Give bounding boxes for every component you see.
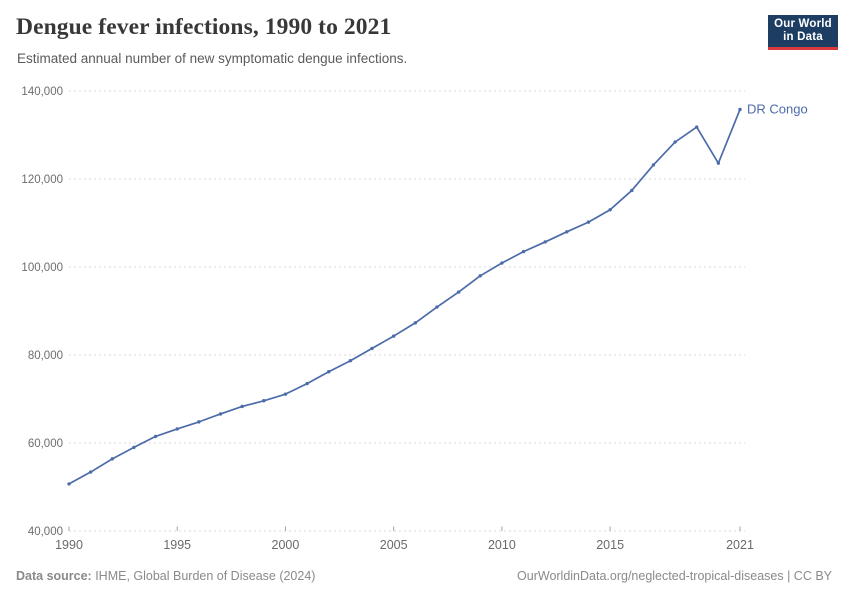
y-tick-label: 40,000 bbox=[28, 526, 63, 538]
data-point-marker[interactable] bbox=[153, 434, 158, 439]
data-point-marker[interactable] bbox=[132, 445, 136, 450]
data-point-marker[interactable] bbox=[197, 420, 201, 424]
data-point-marker[interactable] bbox=[608, 208, 612, 212]
x-tick-label: 1990 bbox=[55, 538, 83, 552]
owid-logo[interactable]: Our World in Data bbox=[768, 15, 838, 50]
data-point-marker[interactable] bbox=[738, 107, 742, 112]
data-point-marker[interactable] bbox=[630, 188, 634, 193]
data-source-label: Data source: bbox=[16, 569, 92, 583]
owid-url-link[interactable]: OurWorldinData.org/neglected-tropical-di… bbox=[517, 569, 832, 583]
x-tick-label: 2000 bbox=[272, 538, 300, 552]
series-end-label[interactable]: DR Congo bbox=[747, 101, 808, 116]
data-point-marker[interactable] bbox=[456, 290, 461, 294]
y-tick-label: 80,000 bbox=[28, 350, 63, 362]
data-source-value: IHME, Global Burden of Disease (2024) bbox=[91, 569, 316, 583]
y-tick-label: 140,000 bbox=[21, 86, 63, 98]
data-source-note: Data source: IHME, Global Burden of Dise… bbox=[16, 569, 315, 583]
data-point-marker[interactable] bbox=[175, 427, 179, 431]
y-tick-label: 60,000 bbox=[28, 438, 63, 450]
chart-footer: Data source: IHME, Global Burden of Dise… bbox=[16, 569, 832, 583]
x-tick-label: 2010 bbox=[488, 538, 516, 552]
data-point-marker[interactable] bbox=[370, 346, 374, 351]
data-point-marker[interactable] bbox=[391, 334, 396, 338]
data-point-marker[interactable] bbox=[695, 125, 699, 129]
owid-logo-line1: Our World bbox=[774, 18, 832, 30]
data-point-marker[interactable] bbox=[673, 140, 677, 144]
data-point-marker[interactable] bbox=[262, 399, 266, 403]
data-point-marker[interactable] bbox=[565, 230, 569, 234]
data-point-marker[interactable] bbox=[586, 220, 591, 224]
x-tick-label: 1995 bbox=[163, 538, 191, 552]
data-point-marker[interactable] bbox=[327, 370, 331, 374]
data-point-marker[interactable] bbox=[478, 274, 482, 278]
y-tick-label: 120,000 bbox=[21, 174, 63, 186]
data-point-marker[interactable] bbox=[413, 321, 418, 325]
page-title: Dengue fever infections, 1990 to 2021 bbox=[16, 14, 392, 40]
owid-logo-line2: in Data bbox=[783, 31, 823, 43]
data-point-marker[interactable] bbox=[283, 392, 288, 396]
data-point-marker[interactable] bbox=[67, 482, 71, 486]
data-point-marker[interactable] bbox=[305, 381, 309, 386]
x-tick-label: 2021 bbox=[726, 538, 754, 552]
page-subtitle: Estimated annual number of new symptomat… bbox=[17, 51, 408, 66]
data-point-marker[interactable] bbox=[521, 249, 526, 254]
data-point-marker[interactable] bbox=[435, 305, 439, 309]
data-point-marker[interactable] bbox=[218, 412, 223, 416]
data-point-marker[interactable] bbox=[500, 261, 504, 265]
data-point-marker[interactable] bbox=[240, 404, 244, 409]
data-point-marker[interactable] bbox=[88, 470, 93, 474]
data-point-marker[interactable] bbox=[651, 163, 656, 167]
data-point-marker[interactable] bbox=[716, 161, 721, 165]
x-tick-label: 2005 bbox=[380, 538, 408, 552]
data-point-marker[interactable] bbox=[543, 240, 547, 244]
data-point-marker[interactable] bbox=[348, 359, 353, 363]
x-tick-label: 2015 bbox=[596, 538, 624, 552]
series-line[interactable] bbox=[68, 108, 741, 485]
data-point-marker[interactable] bbox=[110, 457, 114, 461]
y-tick-label: 100,000 bbox=[21, 262, 63, 274]
